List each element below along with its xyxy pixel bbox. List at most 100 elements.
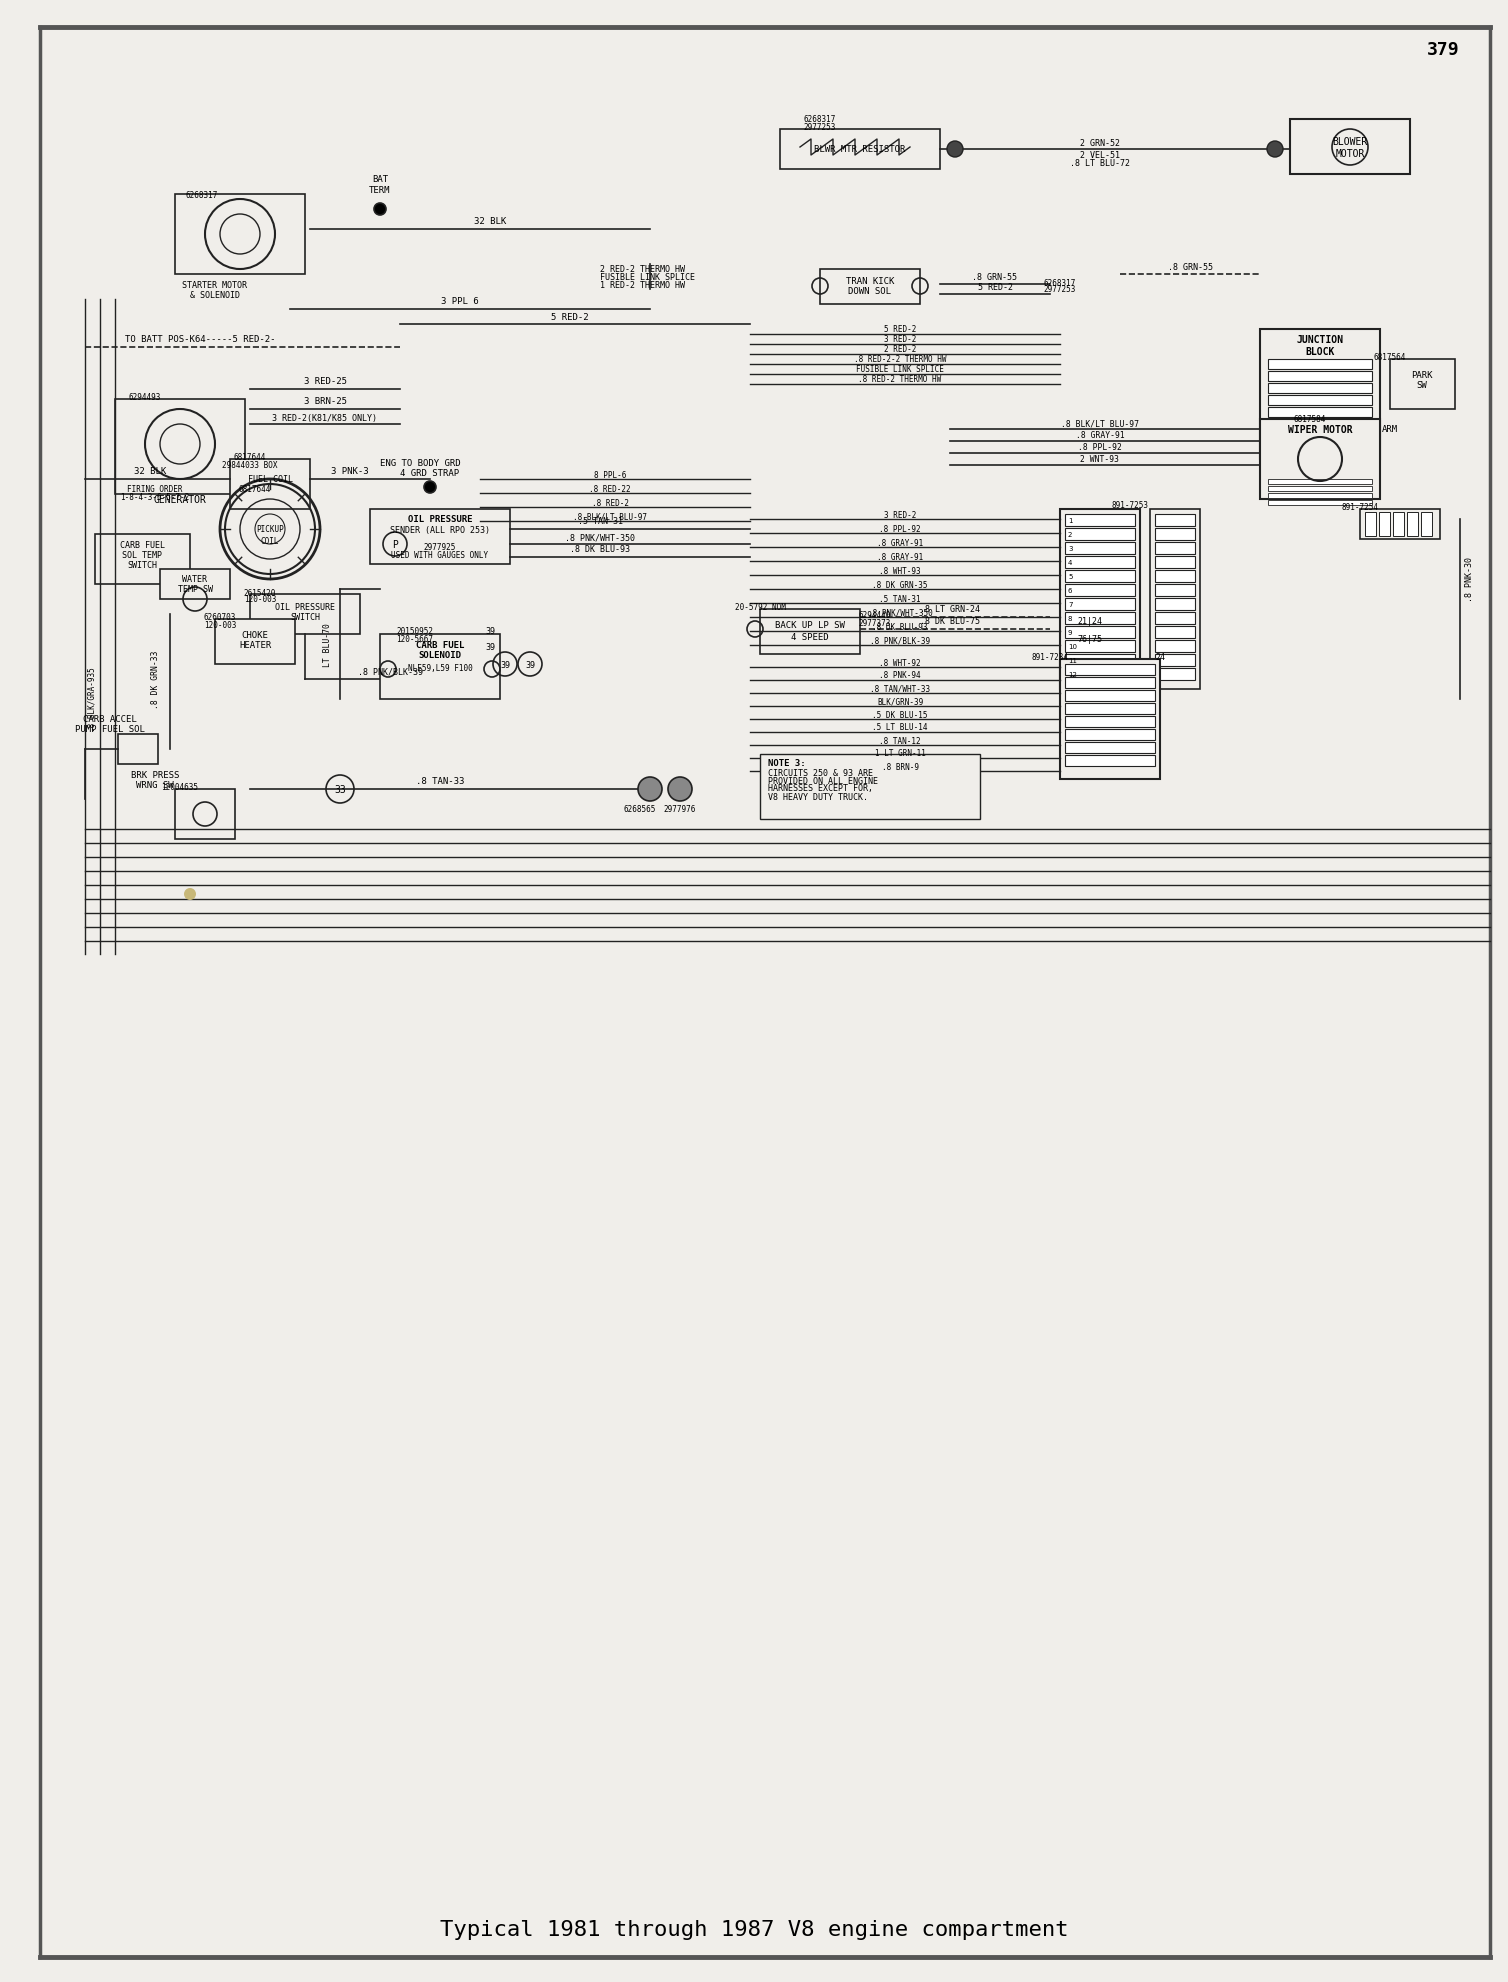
Text: .8 GRAY-91: .8 GRAY-91 bbox=[876, 539, 923, 547]
Text: 6294493: 6294493 bbox=[128, 392, 161, 402]
Text: WATER: WATER bbox=[182, 575, 208, 585]
Text: .5 TAN-31: .5 TAN-31 bbox=[879, 595, 921, 603]
Text: CHOKE: CHOKE bbox=[241, 630, 268, 638]
Text: 5 RED-2: 5 RED-2 bbox=[884, 325, 917, 335]
Text: 9: 9 bbox=[1068, 630, 1072, 636]
Text: TEMP SW: TEMP SW bbox=[178, 585, 213, 593]
Text: 120-5667: 120-5667 bbox=[397, 634, 433, 644]
Circle shape bbox=[1267, 143, 1283, 159]
Text: BRK PRESS: BRK PRESS bbox=[131, 771, 179, 779]
Text: CARB FUEL: CARB FUEL bbox=[416, 640, 464, 650]
Text: STARTER MOTOR: STARTER MOTOR bbox=[182, 279, 247, 289]
Bar bbox=[1065, 678, 1155, 688]
Circle shape bbox=[947, 143, 964, 159]
Text: 2977253: 2977253 bbox=[804, 123, 837, 133]
Bar bbox=[1155, 612, 1194, 624]
Text: Typical 1981 through 1987 V8 engine compartment: Typical 1981 through 1987 V8 engine comp… bbox=[440, 1919, 1068, 1938]
Text: .8 RED-2 THERMO HW: .8 RED-2 THERMO HW bbox=[858, 375, 941, 385]
Bar bbox=[1065, 585, 1136, 597]
Bar bbox=[820, 270, 920, 305]
Text: 6: 6 bbox=[1068, 589, 1072, 595]
Bar bbox=[1155, 626, 1194, 638]
Text: BLWR MTR RESISTOR: BLWR MTR RESISTOR bbox=[814, 145, 906, 155]
Text: PICKUP: PICKUP bbox=[256, 525, 284, 535]
Text: BACK UP LP SW: BACK UP LP SW bbox=[775, 620, 844, 628]
Text: JUNCTION: JUNCTION bbox=[1297, 335, 1344, 345]
Text: .8 DK BLU-93: .8 DK BLU-93 bbox=[570, 545, 630, 555]
Bar bbox=[1261, 329, 1380, 460]
Text: 1 RED-2 THERMO HW: 1 RED-2 THERMO HW bbox=[600, 281, 685, 289]
Text: 8 PPL-6: 8 PPL-6 bbox=[594, 470, 626, 480]
Text: NOTE 3:: NOTE 3: bbox=[768, 759, 805, 767]
Text: .8 GRN-55: .8 GRN-55 bbox=[1167, 264, 1212, 272]
Text: 2 VEL-51: 2 VEL-51 bbox=[1080, 151, 1120, 159]
Text: 6268565: 6268565 bbox=[624, 805, 656, 815]
Text: .8 PPL-92: .8 PPL-92 bbox=[879, 523, 921, 533]
Text: .8 PNK/WHT-350: .8 PNK/WHT-350 bbox=[566, 533, 635, 543]
Text: 6817644: 6817644 bbox=[238, 486, 271, 494]
Bar bbox=[1155, 654, 1194, 666]
Text: .8 DK GRN-35: .8 DK GRN-35 bbox=[872, 581, 927, 589]
Text: .8 GRAY-91: .8 GRAY-91 bbox=[876, 553, 923, 561]
Text: .5 LT BLU-14: .5 LT BLU-14 bbox=[872, 723, 927, 731]
Text: 21|24: 21|24 bbox=[1078, 616, 1102, 626]
Text: .8 GRN-55: .8 GRN-55 bbox=[973, 274, 1018, 281]
Text: 891-7254: 891-7254 bbox=[1342, 501, 1378, 511]
Bar bbox=[1155, 543, 1194, 555]
Text: 6817644: 6817644 bbox=[234, 454, 267, 462]
Text: 1-8-4-3-6-5-7-2: 1-8-4-3-6-5-7-2 bbox=[121, 494, 190, 501]
Bar bbox=[1390, 361, 1455, 410]
Bar bbox=[369, 509, 510, 565]
Text: 6817564: 6817564 bbox=[1374, 353, 1405, 363]
Circle shape bbox=[184, 888, 196, 900]
Bar bbox=[1155, 515, 1194, 527]
Bar bbox=[760, 610, 860, 654]
Text: 10: 10 bbox=[1068, 644, 1077, 650]
Circle shape bbox=[638, 777, 662, 801]
Text: 379: 379 bbox=[1428, 42, 1460, 59]
Text: .8 PNK/BLK-39: .8 PNK/BLK-39 bbox=[870, 636, 930, 646]
Text: 7: 7 bbox=[1068, 603, 1072, 608]
Text: .8 TAN/WHT-33: .8 TAN/WHT-33 bbox=[870, 684, 930, 694]
Text: 2 WNT-93: 2 WNT-93 bbox=[1081, 456, 1119, 464]
Text: TRAN KICK: TRAN KICK bbox=[846, 277, 894, 285]
Text: 20-5792 NOM: 20-5792 NOM bbox=[734, 603, 786, 612]
Text: 2977925: 2977925 bbox=[424, 543, 457, 553]
Bar bbox=[1155, 640, 1194, 652]
Text: .8 DK GRN-33: .8 DK GRN-33 bbox=[151, 650, 160, 710]
Bar bbox=[1065, 571, 1136, 583]
Bar bbox=[1155, 585, 1194, 597]
Bar bbox=[1268, 488, 1372, 492]
Bar bbox=[1065, 704, 1155, 716]
Text: PUMP FUEL SOL: PUMP FUEL SOL bbox=[75, 725, 145, 733]
Text: 4 SPEED: 4 SPEED bbox=[792, 632, 829, 640]
Text: .8 BLK/LT BLU-97: .8 BLK/LT BLU-97 bbox=[573, 511, 647, 521]
Bar bbox=[1268, 501, 1372, 505]
Bar bbox=[1060, 632, 1120, 646]
Bar bbox=[1065, 664, 1155, 676]
Text: .8 LT GRN-24: .8 LT GRN-24 bbox=[920, 605, 980, 614]
Bar bbox=[1155, 557, 1194, 569]
Text: .8 PNK/WHT-350: .8 PNK/WHT-350 bbox=[867, 608, 932, 616]
Bar bbox=[1065, 557, 1136, 569]
Bar bbox=[1268, 373, 1372, 383]
Bar bbox=[1151, 509, 1200, 690]
Text: 39: 39 bbox=[501, 660, 510, 670]
Text: 2977373: 2977373 bbox=[860, 618, 891, 626]
Bar bbox=[1065, 668, 1136, 680]
Bar bbox=[1060, 614, 1120, 628]
Text: GENERATOR: GENERATOR bbox=[154, 496, 207, 505]
Text: 2977976: 2977976 bbox=[664, 805, 697, 815]
Text: 32 BLK: 32 BLK bbox=[134, 468, 166, 476]
Text: SOLENOID: SOLENOID bbox=[419, 650, 461, 660]
Bar bbox=[780, 131, 939, 170]
Text: 3 RED-25: 3 RED-25 bbox=[303, 377, 347, 386]
Text: 4: 4 bbox=[1068, 559, 1072, 565]
Text: TO BATT POS-K64-----5 RED-2-: TO BATT POS-K64-----5 RED-2- bbox=[125, 335, 276, 345]
Text: SW: SW bbox=[1416, 381, 1428, 388]
Text: 39: 39 bbox=[525, 660, 535, 670]
Text: 120-003: 120-003 bbox=[204, 620, 237, 630]
Text: NLE59,L59 F100: NLE59,L59 F100 bbox=[407, 664, 472, 672]
Text: BAT
TERM: BAT TERM bbox=[369, 174, 391, 194]
Text: 5 RED-2: 5 RED-2 bbox=[977, 283, 1012, 293]
